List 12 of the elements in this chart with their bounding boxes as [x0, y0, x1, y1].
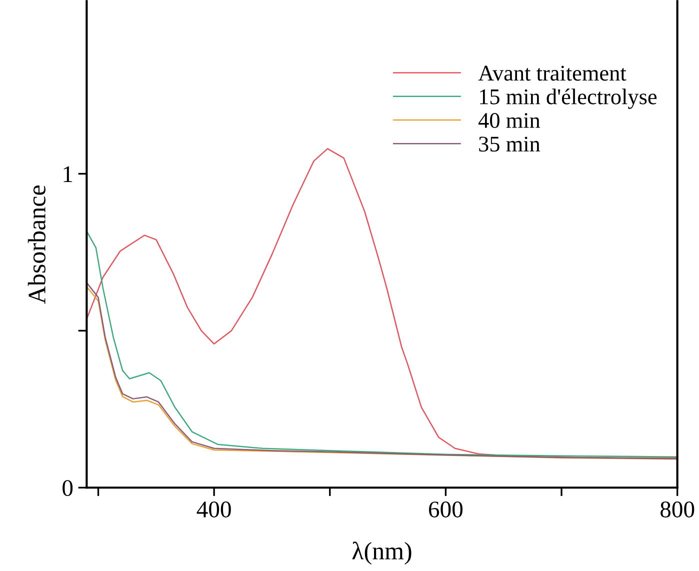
- x-tick-label: 400: [196, 502, 231, 518]
- y-tick-label: 1: [64, 166, 72, 182]
- x-tick-label: 800: [660, 502, 694, 518]
- legend-label: 35 min: [479, 136, 540, 152]
- y-axis-title: Absorbance: [28, 186, 46, 304]
- line-series: [86, 230, 678, 458]
- x-tick-label: 600: [429, 502, 463, 518]
- legend-label: 40 min: [478, 113, 540, 128]
- y-tick-label: 0: [62, 480, 73, 496]
- legend-label: Avant traitement: [478, 66, 626, 81]
- legend-label: 15 min d'électrolyse: [480, 88, 657, 109]
- x-axis-title: λ(nm): [352, 542, 412, 565]
